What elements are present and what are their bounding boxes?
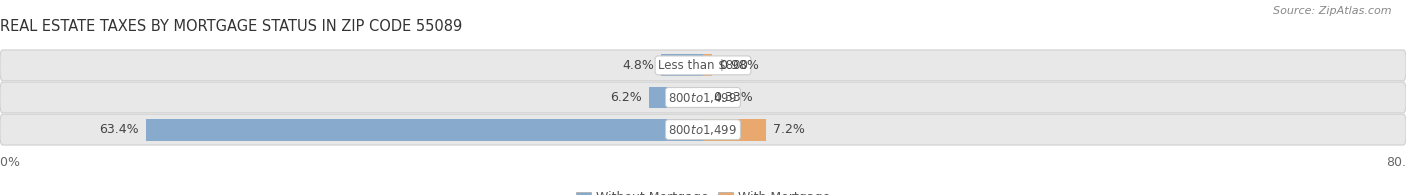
Text: $800 to $1,499: $800 to $1,499	[668, 90, 738, 105]
Text: 63.4%: 63.4%	[100, 123, 139, 136]
Text: 0.33%: 0.33%	[713, 91, 752, 104]
Text: 0.98%: 0.98%	[718, 59, 758, 72]
Text: 7.2%: 7.2%	[773, 123, 806, 136]
Text: Less than $800: Less than $800	[658, 59, 748, 72]
Text: REAL ESTATE TAXES BY MORTGAGE STATUS IN ZIP CODE 55089: REAL ESTATE TAXES BY MORTGAGE STATUS IN …	[0, 19, 463, 34]
Bar	[661, 54, 703, 76]
Text: 6.2%: 6.2%	[610, 91, 641, 104]
FancyBboxPatch shape	[0, 114, 1406, 145]
Bar	[648, 87, 703, 108]
Text: 4.8%: 4.8%	[621, 59, 654, 72]
FancyBboxPatch shape	[0, 50, 1406, 81]
Text: Source: ZipAtlas.com: Source: ZipAtlas.com	[1274, 6, 1392, 16]
Bar	[703, 54, 711, 76]
Legend: Without Mortgage, With Mortgage: Without Mortgage, With Mortgage	[571, 186, 835, 195]
Bar	[146, 119, 703, 141]
FancyBboxPatch shape	[0, 82, 1406, 113]
Bar	[703, 87, 706, 108]
Bar	[703, 119, 766, 141]
Text: $800 to $1,499: $800 to $1,499	[668, 123, 738, 137]
